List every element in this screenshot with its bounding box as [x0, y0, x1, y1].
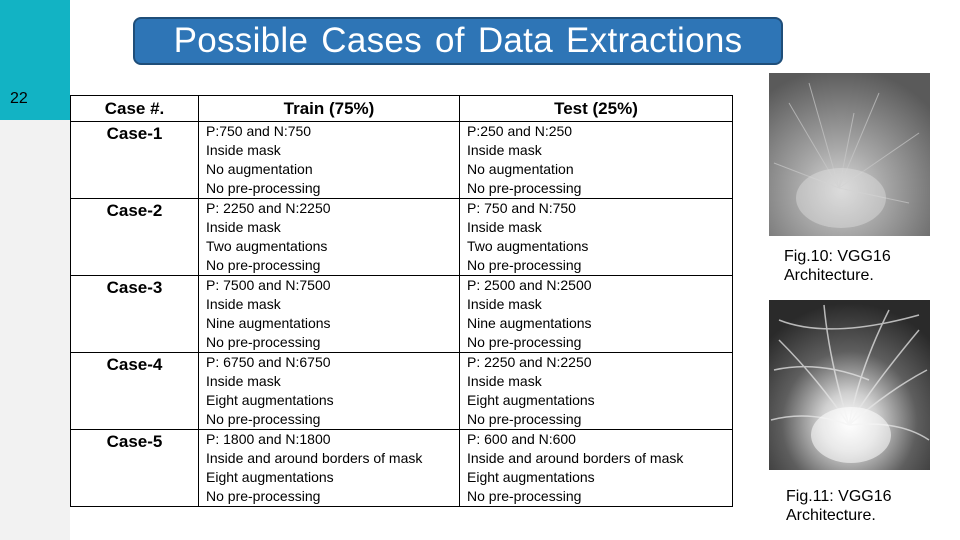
header-case: Case #. [70, 95, 199, 122]
table-row: Case-5 P: 1800 and N:1800 Inside and aroun… [70, 429, 733, 507]
train-cell-line: Inside and around borders of mask [206, 450, 423, 466]
train-cell-line: Inside mask [206, 219, 281, 235]
test-cell-line: P: 750 and N:750 [467, 200, 576, 216]
test-cell-line: No pre-processing [467, 257, 582, 273]
mammogram-image-2 [769, 300, 930, 470]
caption-1-line-2: Architecture. [784, 267, 874, 284]
caption-1-line-1: Fig.10: VGG16 [784, 248, 891, 265]
slide-title: Possible Cases of Data Extractions [133, 17, 783, 65]
case-label: Case-3 [70, 275, 199, 353]
slide-number: 22 [10, 90, 28, 107]
accent-block [0, 0, 70, 120]
train-cell-line: No pre-processing [206, 334, 321, 350]
table-row: Case-2 P: 2250 and N:2250 Inside mask Two a… [70, 198, 733, 276]
test-cell-line: P:250 and N:250 [467, 123, 573, 139]
table-header-row: Case #. Train (75%) Test (25%) [70, 95, 733, 122]
train-cell-line: P: 1800 and N:1800 [206, 431, 331, 447]
cases-table: Case #. Train (75%) Test (25%) Case-1 P:7… [70, 95, 733, 507]
train-cell-line: P: 7500 and N:7500 [206, 277, 331, 293]
train-cell-line: No pre-processing [206, 257, 321, 273]
test-cell-line: No pre-processing [467, 180, 582, 196]
table-row: Case-1 P:750 and N:750 Inside mask No augme… [70, 121, 733, 199]
test-cell-line: No pre-processing [467, 411, 582, 427]
test-cell-line: P: 600 and N:600 [467, 431, 576, 447]
test-cell-line: No pre-processing [467, 334, 582, 350]
caption-2-line-2: Architecture. [786, 507, 876, 524]
train-cell-line: No pre-processing [206, 411, 321, 427]
test-cell: P: 750 and N:750 Inside mask Two augmentat… [459, 198, 733, 276]
train-cell-line: No augmentation [206, 161, 313, 177]
train-cell-line: Two augmentations [206, 238, 328, 254]
test-cell-line: Eight augmentations [467, 392, 595, 408]
train-cell: P: 7500 and N:7500 Inside mask Nine augmen… [198, 275, 460, 353]
caption-2-line-1: Fig.11: VGG16 [786, 488, 892, 505]
test-cell: P: 600 and N:600 Inside and around border… [459, 429, 733, 507]
test-cell: P: 2500 and N:2500 Inside mask Nine augmen… [459, 275, 733, 353]
figure-caption-2: Fig.11: VGG16 Architecture. [786, 486, 892, 524]
train-cell-line: Inside mask [206, 373, 281, 389]
table-body: Case-1 P:750 and N:750 Inside mask No augme… [70, 121, 733, 507]
test-cell-line: Inside mask [467, 219, 542, 235]
test-cell-line: P: 2500 and N:2500 [467, 277, 592, 293]
table-row: Case-3 P: 7500 and N:7500 Inside mask Nine … [70, 275, 733, 353]
test-cell-line: Inside mask [467, 296, 542, 312]
test-cell-line: No augmentation [467, 161, 574, 177]
train-cell-line: Nine augmentations [206, 315, 331, 331]
test-cell: P:250 and N:250 Inside mask No augmentatio… [459, 121, 733, 199]
test-cell: P: 2250 and N:2250 Inside mask Eight augme… [459, 352, 733, 430]
train-cell-line: No pre-processing [206, 180, 321, 196]
train-cell-line: P: 6750 and N:6750 [206, 354, 331, 370]
train-cell: P: 2250 and N:2250 Inside mask Two augment… [198, 198, 460, 276]
mammogram-image-1 [769, 73, 930, 236]
test-cell-line: Two augmentations [467, 238, 589, 254]
train-cell: P: 6750 and N:6750 Inside mask Eight augme… [198, 352, 460, 430]
case-label: Case-1 [70, 121, 199, 199]
train-cell-line: Eight augmentations [206, 469, 334, 485]
case-label: Case-5 [70, 429, 199, 507]
train-cell-line: No pre-processing [206, 488, 321, 504]
train-cell: P: 1800 and N:1800 Inside and around bord… [198, 429, 460, 507]
train-cell-line: Inside mask [206, 296, 281, 312]
train-cell-line: Inside mask [206, 142, 281, 158]
figure-caption-1: Fig.10: VGG16 Architecture. [784, 246, 891, 284]
train-cell-line: Eight augmentations [206, 392, 334, 408]
table-row: Case-4 P: 6750 and N:6750 Inside mask Eight… [70, 352, 733, 430]
header-test: Test (25%) [459, 95, 733, 122]
header-train: Train (75%) [198, 95, 460, 122]
test-cell-line: Inside mask [467, 373, 542, 389]
train-cell: P:750 and N:750 Inside mask No augmentatio… [198, 121, 460, 199]
test-cell-line: Inside mask [467, 142, 542, 158]
test-cell-line: No pre-processing [467, 488, 582, 504]
test-cell-line: Eight augmentations [467, 469, 595, 485]
test-cell-line: Inside and around borders of mask [467, 450, 684, 466]
case-label: Case-4 [70, 352, 199, 430]
train-cell-line: P:750 and N:750 [206, 123, 312, 139]
train-cell-line: P: 2250 and N:2250 [206, 200, 331, 216]
case-label: Case-2 [70, 198, 199, 276]
test-cell-line: P: 2250 and N:2250 [467, 354, 592, 370]
test-cell-line: Nine augmentations [467, 315, 592, 331]
